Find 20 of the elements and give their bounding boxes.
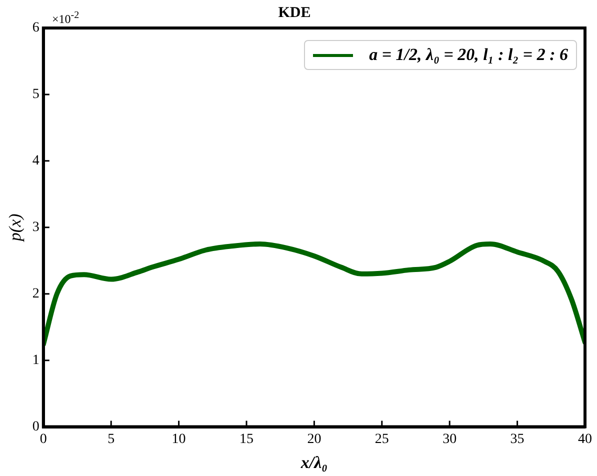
x-tick-label: 25 bbox=[374, 432, 389, 447]
x-tick-label: 40 bbox=[578, 432, 592, 447]
y-tick-label: 4 bbox=[32, 154, 40, 169]
y-tick-label: 3 bbox=[32, 220, 40, 236]
text: ×10$^{-2}$ bbox=[52, 10, 80, 27]
legend-label: a = 1/2, λ₀ = 20, l₁ : l₂ = 2 : 6 bbox=[369, 45, 568, 65]
x-axis-title: x/λ₀ bbox=[300, 453, 328, 472]
y-tick-label: 6 bbox=[32, 20, 40, 36]
chart-title: KDE bbox=[278, 4, 311, 21]
y-tick-label: 1 bbox=[32, 353, 40, 368]
x-tick-label: 5 bbox=[108, 432, 115, 447]
y-tick-label: 0 bbox=[32, 419, 40, 434]
x-tick-label: 10 bbox=[172, 432, 186, 447]
x-tick-label: 20 bbox=[307, 432, 322, 447]
x-tick-label: 35 bbox=[510, 432, 524, 447]
x-tick-label: 30 bbox=[442, 432, 457, 447]
y-axis-title: p(x) bbox=[6, 213, 25, 242]
y-tick-label: 5 bbox=[32, 87, 40, 102]
y-tick-label: 2 bbox=[32, 286, 40, 302]
x-tick-label: 15 bbox=[240, 432, 254, 447]
